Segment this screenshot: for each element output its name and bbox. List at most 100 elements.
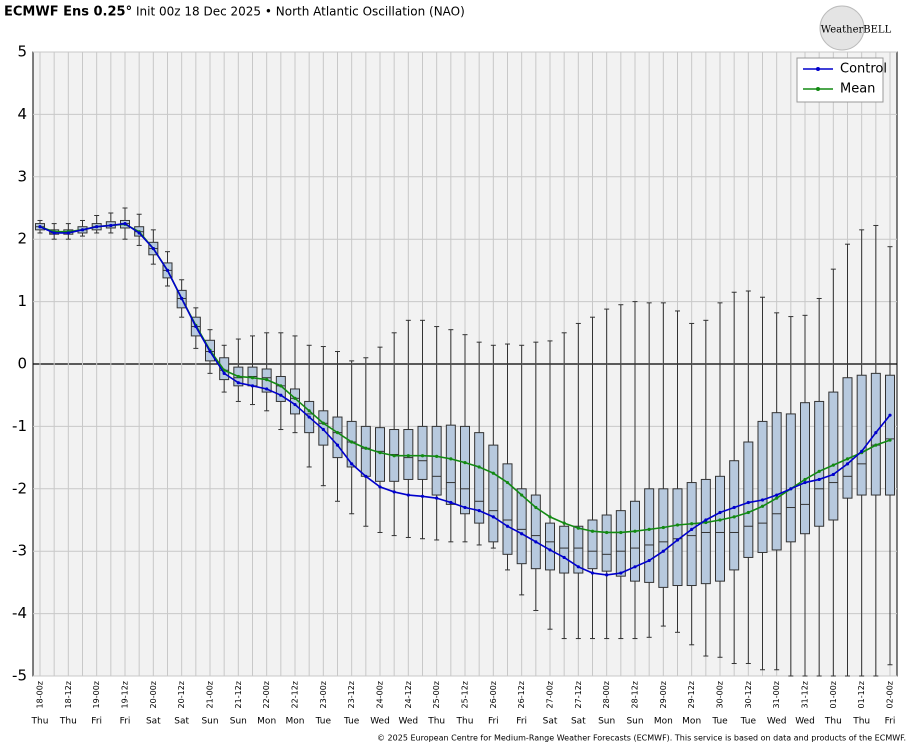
day-label: Fri: [120, 717, 131, 727]
y-tick-label: 5: [17, 43, 27, 61]
box: [630, 500, 640, 582]
plot-layer: -5 -4 -3 -2 -1 0 1 2 3 4 5 18-00z Thu 18-12z Thu 19-00z…: [12, 43, 897, 727]
point: [718, 518, 722, 522]
x-tick-label: 28-00z: [602, 681, 611, 708]
point: [435, 496, 439, 500]
point: [746, 510, 750, 515]
box: [545, 522, 555, 571]
x-tick-label: 29-12z: [687, 681, 696, 708]
point: [279, 384, 283, 388]
point: [633, 565, 637, 569]
day-label: Mon: [286, 717, 305, 727]
x-tick-label: 19-00z: [92, 681, 101, 708]
point: [477, 465, 481, 469]
point: [222, 371, 226, 375]
day-label: Thu: [852, 717, 870, 727]
point: [364, 446, 368, 450]
box: [502, 463, 513, 555]
x-tick-label: 30-00z: [716, 681, 725, 708]
box: [743, 441, 754, 558]
x-tick-label: 02-00z: [886, 681, 895, 708]
point: [123, 222, 127, 226]
day-label: Thu: [31, 717, 49, 727]
y-tick-label: 1: [17, 292, 27, 310]
x-tick-label: 26-00z: [489, 681, 498, 708]
x-tick-label: 22-00z: [262, 681, 271, 708]
x-tick-label: 31-12z: [801, 681, 810, 708]
x-tick-label: 27-12z: [574, 681, 583, 708]
point: [704, 520, 708, 525]
point: [293, 396, 297, 400]
chart-title: ECMWF Ens 0.25°: [4, 5, 132, 20]
box: [885, 374, 895, 496]
point: [449, 457, 453, 461]
x-tick-label: 20-00z: [149, 681, 158, 708]
box: [615, 510, 626, 577]
point: [463, 460, 467, 465]
day-label: Sun: [201, 717, 218, 727]
x-tick-label: 30-12z: [744, 681, 753, 708]
point: [845, 462, 850, 466]
day-label: Tue: [740, 717, 757, 727]
legend-swatch-dot: [816, 87, 820, 91]
point: [491, 471, 495, 475]
x-tick-label: 26-12z: [517, 681, 526, 708]
point: [406, 493, 410, 497]
point: [775, 496, 779, 500]
point: [137, 231, 141, 235]
legend-label: Control: [840, 62, 887, 77]
legend-swatch-dot: [816, 67, 820, 71]
logo: WeatherBELL: [821, 25, 892, 36]
point: [307, 415, 311, 419]
day-label: Sat: [146, 717, 161, 727]
chart-subtitle: Init 00z 18 Dec 2025 • North Atlantic Os…: [136, 5, 465, 19]
day-label: Fri: [516, 717, 527, 727]
day-label: Wed: [370, 717, 390, 727]
point: [307, 409, 311, 413]
point: [732, 505, 736, 510]
box: [559, 525, 570, 574]
x-tick-label: 24-00z: [376, 681, 385, 708]
day-label: Fri: [885, 717, 896, 727]
x-tick-label: 27-00z: [546, 681, 555, 708]
point: [435, 454, 439, 458]
point: [831, 463, 835, 467]
point: [548, 548, 552, 552]
point: [775, 493, 779, 497]
point: [165, 268, 170, 272]
box: [516, 488, 527, 565]
point: [888, 438, 892, 442]
point: [250, 376, 255, 380]
point: [477, 509, 481, 513]
point: [449, 500, 453, 505]
day-label: Sat: [571, 717, 586, 727]
x-tick-label: 23-12z: [347, 681, 356, 708]
point: [562, 521, 566, 525]
point: [463, 505, 467, 510]
box: [856, 374, 867, 496]
x-tick-label: 29-00z: [659, 681, 668, 708]
x-tick-label: 22-12z: [291, 681, 300, 708]
logo-globe: [819, 5, 865, 51]
y-tick-label: 3: [17, 167, 27, 185]
point: [789, 487, 793, 491]
point: [520, 532, 524, 536]
point: [619, 571, 623, 575]
point: [265, 378, 269, 382]
day-label: Fri: [91, 717, 102, 727]
box: [828, 391, 839, 521]
point: [364, 474, 368, 478]
footer: © 2025 European Centre for Medium-Range …: [377, 734, 906, 743]
x-tick-label: 01-12z: [857, 681, 866, 708]
y-tick-label: -1: [12, 417, 27, 435]
box: [587, 519, 598, 570]
point: [335, 443, 340, 447]
point: [619, 530, 623, 535]
point: [38, 225, 42, 229]
point: [321, 427, 325, 432]
x-tick-label: 28-12z: [631, 681, 640, 708]
legend: [796, 57, 884, 103]
point: [208, 349, 212, 354]
day-label: Wed: [767, 717, 787, 727]
day-label: Thu: [456, 717, 474, 727]
